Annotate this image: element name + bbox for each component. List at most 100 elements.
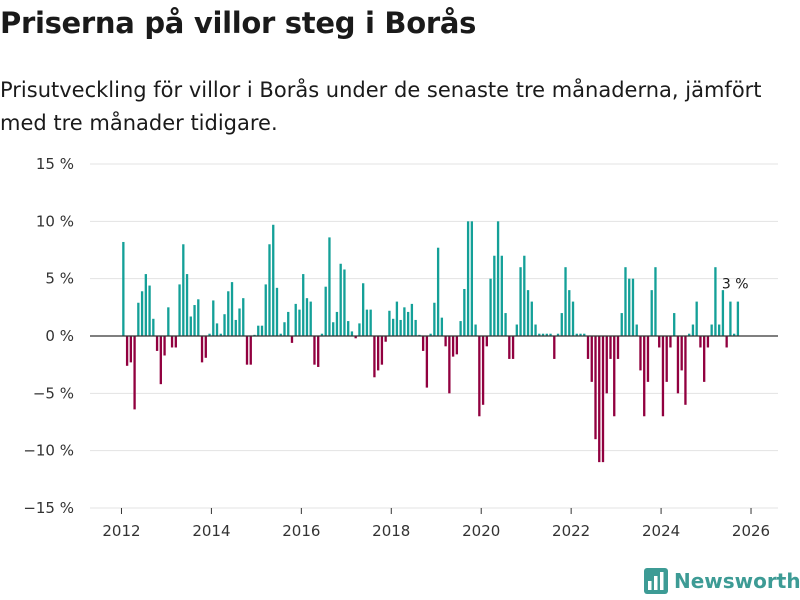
bar: [493, 255, 496, 336]
bar: [309, 301, 312, 336]
bar: [703, 336, 706, 382]
bar: [155, 336, 159, 351]
bar: [249, 336, 252, 365]
bar: [579, 333, 582, 336]
bar: [283, 322, 286, 336]
bar: [391, 318, 395, 336]
bar: [140, 291, 144, 336]
bar: [182, 244, 185, 336]
bar: [290, 336, 294, 343]
bar: [684, 336, 687, 405]
bar: [568, 290, 571, 336]
bar: [362, 283, 365, 336]
bar: [699, 336, 702, 348]
bar: [305, 298, 309, 336]
bar: [571, 301, 575, 336]
bar: [601, 336, 605, 463]
bar: [643, 336, 646, 417]
bar: [377, 336, 380, 371]
bar: [669, 336, 672, 348]
bar: [129, 336, 132, 363]
bar: [174, 336, 177, 348]
bar: [549, 333, 552, 336]
bar: [185, 274, 189, 336]
page-subtitle: Prisutveckling för villor i Borås under …: [0, 78, 762, 135]
x-tick-label: 2014: [192, 522, 230, 540]
bar: [639, 336, 642, 371]
bar: [425, 336, 429, 388]
bar: [605, 336, 608, 394]
bar: [691, 324, 695, 336]
bar: [384, 336, 387, 342]
bar: [451, 336, 455, 357]
bar-series: [122, 221, 740, 463]
y-tick-label: 15 %: [36, 155, 74, 173]
bar: [414, 319, 417, 336]
last-value-label: 3 %: [722, 277, 749, 293]
bar: [144, 274, 147, 336]
bar: [159, 336, 162, 385]
bar: [541, 333, 545, 336]
bar: [594, 336, 597, 440]
bar: [365, 309, 369, 336]
bar: [245, 336, 249, 365]
bar: [399, 319, 402, 336]
bar: [624, 267, 627, 336]
bar: [373, 336, 376, 378]
bar: [530, 301, 533, 336]
bar: [508, 336, 511, 359]
bar: [219, 333, 222, 336]
bar: [335, 311, 339, 336]
bar: [298, 309, 301, 336]
bar: [481, 336, 485, 405]
x-tick-label: 2012: [102, 522, 140, 540]
bar: [459, 321, 462, 336]
bar: [343, 269, 346, 336]
bar: [650, 290, 653, 336]
bar: [598, 336, 601, 463]
bar: [403, 307, 406, 336]
x-tick-label: 2024: [642, 522, 680, 540]
bar: [538, 333, 541, 336]
bar: [429, 333, 432, 336]
bar: [302, 274, 305, 336]
bar: [523, 255, 526, 336]
bar: [586, 336, 590, 359]
bar: [234, 319, 237, 336]
bar: [287, 311, 290, 336]
bar: [272, 224, 275, 336]
bar: [500, 255, 503, 336]
bar: [242, 298, 245, 336]
bar: [380, 336, 384, 365]
bar: [152, 318, 155, 336]
bar: [736, 301, 740, 336]
bar: [628, 278, 631, 336]
bar: [583, 333, 586, 336]
bar: [545, 333, 548, 336]
bar: [676, 336, 680, 394]
bar: [388, 310, 391, 336]
y-tick-label: −10 %: [23, 442, 74, 460]
bar: [575, 333, 578, 336]
bar: [590, 336, 593, 382]
bar: [148, 285, 151, 336]
bar: [511, 336, 515, 359]
bar: [200, 336, 204, 363]
bar: [688, 333, 691, 336]
x-tick-label: 2020: [462, 522, 500, 540]
bar: [260, 325, 264, 336]
bar: [470, 221, 474, 336]
bar: [714, 267, 717, 336]
bar: [564, 267, 567, 336]
bar: [230, 282, 234, 336]
bar: [369, 309, 372, 336]
bar: [328, 237, 331, 336]
bar: [421, 336, 425, 351]
x-tick-label: 2026: [732, 522, 770, 540]
bar: [496, 221, 500, 336]
bar: [673, 313, 676, 336]
bar: [440, 317, 444, 336]
bar: [616, 336, 620, 359]
x-tick-label: 2016: [282, 522, 320, 540]
bar: [485, 336, 488, 347]
